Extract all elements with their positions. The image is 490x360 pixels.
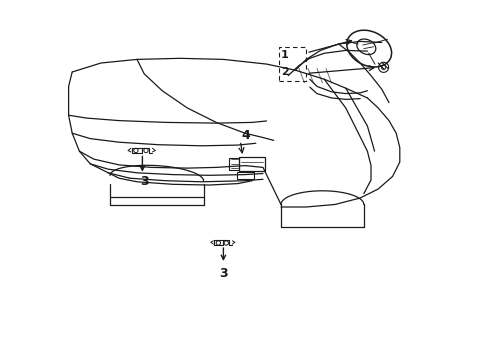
Text: 1: 1 [281, 50, 289, 60]
Text: 3: 3 [140, 175, 148, 188]
Text: 3: 3 [219, 267, 228, 280]
Text: 4: 4 [241, 129, 250, 141]
Text: 2: 2 [281, 67, 289, 77]
Bar [238, 172, 254, 179]
Bar [279, 47, 306, 81]
Bar [229, 158, 239, 170]
Bar [239, 157, 265, 171]
